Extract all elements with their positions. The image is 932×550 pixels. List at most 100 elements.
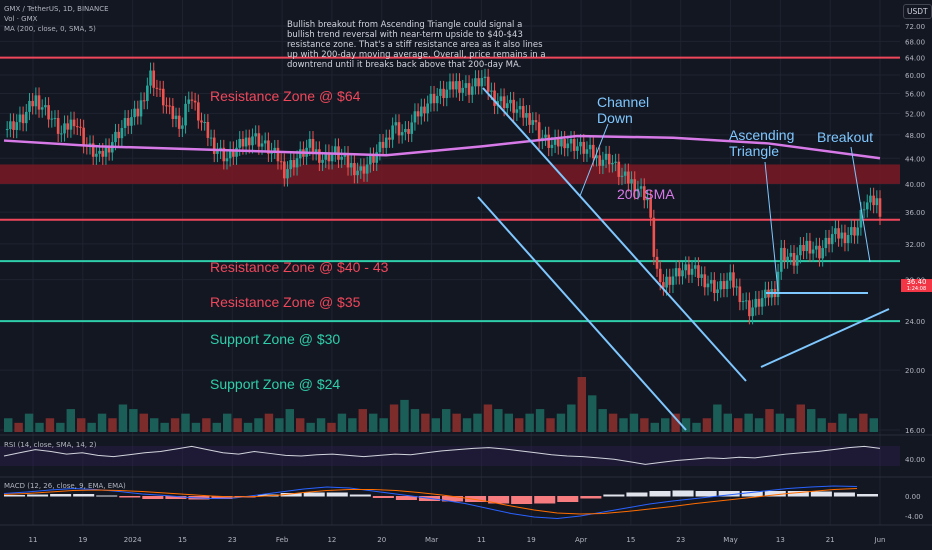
price-tick-label: 64.00 <box>905 55 925 63</box>
zone-label-sup30: Support Zone @ $30 <box>210 331 341 347</box>
volume-bar <box>170 418 180 432</box>
candle-body <box>875 198 879 206</box>
time-tick-label: 2024 <box>124 536 142 544</box>
triangle-pointer <box>764 161 779 292</box>
macd-histogram-bar <box>695 491 717 497</box>
commentary-text: Bullish breakout from Ascending Triangle… <box>287 20 546 70</box>
candle-body <box>292 160 296 168</box>
volume-bar <box>296 418 305 432</box>
symbol-legend: GMX / TetherUS, 1D, BINANCE <box>4 5 109 13</box>
candle-body <box>15 122 19 130</box>
candle-body <box>139 100 143 117</box>
volume-bar <box>327 422 336 432</box>
currency-button[interactable]: USDT <box>903 4 932 19</box>
candle-body <box>678 268 681 277</box>
time-tick-label: 15 <box>626 536 635 544</box>
candle-body <box>190 99 194 101</box>
candle-body <box>75 126 79 128</box>
volume-bar <box>838 413 847 432</box>
candle-body <box>349 163 353 168</box>
candle-body <box>757 298 761 307</box>
volume-bar <box>14 422 23 432</box>
candle-body <box>123 118 127 129</box>
volume-bar <box>848 418 858 432</box>
candle-body <box>856 227 860 236</box>
time-tick-label: Mar <box>425 536 438 544</box>
candle-body <box>158 88 162 90</box>
candle-body <box>588 144 592 150</box>
candle-body <box>636 188 640 192</box>
candle-body <box>410 122 414 134</box>
candle-body <box>28 100 31 112</box>
volume-bar <box>118 404 128 432</box>
candle-body <box>805 240 809 252</box>
volume-bar <box>775 413 785 432</box>
candle-body <box>850 227 853 236</box>
candle-body <box>107 146 111 153</box>
volume-bar <box>608 413 618 432</box>
volume-bar <box>598 409 607 432</box>
candle-body <box>241 138 245 147</box>
channel-down-annotation: Channel Down <box>597 94 650 126</box>
candle-body <box>509 99 512 104</box>
candle-body <box>786 256 789 261</box>
volume-bar <box>56 422 65 432</box>
candle-body <box>451 81 455 90</box>
candle-body <box>585 149 589 154</box>
candle-body <box>620 175 624 177</box>
candle-body <box>21 114 25 124</box>
candle-body <box>445 89 449 99</box>
macd-histogram-bar <box>4 495 26 497</box>
candle-body <box>681 270 684 277</box>
candle-body <box>658 268 662 283</box>
candle-body <box>592 144 595 159</box>
candle-body <box>843 232 847 244</box>
candle-body <box>837 228 840 239</box>
candle-body <box>735 286 738 288</box>
candle-body <box>808 240 812 254</box>
candle-body <box>66 123 70 130</box>
volume-bar <box>567 404 576 432</box>
candle-body <box>579 141 582 147</box>
macd-histogram-bar <box>810 491 832 497</box>
candle-body <box>251 136 254 146</box>
macd-histogram-bar <box>326 492 348 497</box>
volume-bar <box>754 418 764 432</box>
volume-bar <box>650 422 659 432</box>
volume-bar <box>452 413 461 432</box>
candle-body <box>642 186 646 201</box>
candle-body <box>101 150 105 157</box>
volume-bar <box>243 422 253 432</box>
candle-body <box>521 106 525 118</box>
candle-body <box>79 126 82 128</box>
candle-body <box>862 209 866 211</box>
candle-body <box>247 137 251 146</box>
candle-body <box>697 265 700 278</box>
candle-body <box>295 158 299 168</box>
candle-body <box>566 143 570 149</box>
candle-body <box>544 134 547 138</box>
volume-bar <box>723 413 732 432</box>
candle-body <box>474 78 477 87</box>
time-tick-label: Apr <box>575 536 587 544</box>
volume-bar <box>285 409 294 432</box>
price-tick-label: 40.00 <box>905 181 925 189</box>
candle-body <box>458 81 461 93</box>
candle-body <box>356 170 359 176</box>
macd-histogram-bar <box>833 492 855 497</box>
candle-body <box>455 81 458 90</box>
candle-body <box>709 280 713 284</box>
triangle-rising-line <box>760 308 890 368</box>
candle-body <box>713 280 716 294</box>
candle-body <box>343 153 347 157</box>
candle-body <box>419 106 423 117</box>
macd-histogram-bar <box>764 491 786 497</box>
volume-bar <box>546 418 555 432</box>
macd-histogram-bar <box>395 496 417 500</box>
candle-body <box>553 137 557 145</box>
volume-bar <box>358 409 367 432</box>
ascending-triangle-annotation: Ascending Triangle <box>729 127 795 159</box>
candle-body <box>738 286 742 303</box>
candle-body <box>646 197 649 201</box>
